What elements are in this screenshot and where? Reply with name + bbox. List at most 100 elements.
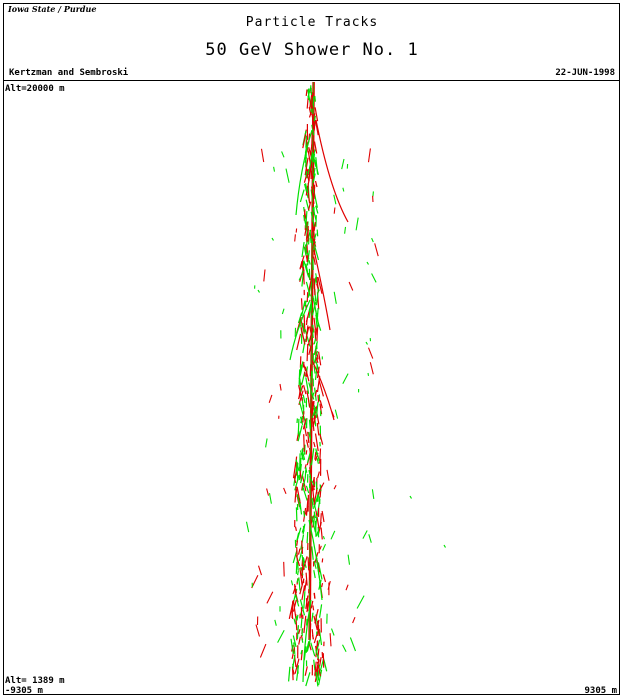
particle-track xyxy=(316,375,321,393)
particle-track xyxy=(374,243,379,257)
particle-track xyxy=(298,629,301,635)
particle-track xyxy=(257,289,261,293)
particle-track xyxy=(308,260,311,265)
particle-track xyxy=(314,661,317,676)
particle-track xyxy=(294,234,296,242)
particle-track xyxy=(344,226,347,234)
particle-track xyxy=(298,577,301,591)
particle-track xyxy=(312,324,315,333)
particle-track xyxy=(301,371,306,385)
particle-track xyxy=(312,238,316,249)
particle-track xyxy=(362,530,368,539)
particle-track xyxy=(303,425,307,437)
particle-track xyxy=(302,418,307,430)
particle-track xyxy=(316,641,319,646)
particle-track xyxy=(315,401,319,418)
particle-track xyxy=(367,372,370,376)
particle-track xyxy=(311,235,317,247)
particle-track xyxy=(306,98,309,109)
particle-track xyxy=(301,638,304,643)
particle-track xyxy=(327,580,331,590)
institution-label: Iowa State / Purdue xyxy=(8,4,97,14)
particle-track xyxy=(318,628,323,646)
particle-track xyxy=(349,637,357,652)
particle-track xyxy=(306,185,311,204)
particle-track xyxy=(299,578,305,595)
particle-track xyxy=(341,158,345,170)
particle-track xyxy=(319,433,324,445)
particle-track xyxy=(271,237,275,241)
particle-track xyxy=(303,247,307,256)
particle-track xyxy=(308,569,311,581)
particle-track xyxy=(313,244,320,261)
particle-track xyxy=(297,570,299,576)
particle-track xyxy=(303,385,307,395)
particle-track xyxy=(409,495,413,499)
particle-track xyxy=(313,141,318,154)
particle-track xyxy=(294,593,300,607)
particle-track xyxy=(305,485,310,494)
particle-track xyxy=(306,292,309,303)
particle-track xyxy=(308,147,312,158)
particle-track xyxy=(305,641,310,653)
particle-track xyxy=(317,625,320,637)
particle-track xyxy=(318,669,323,686)
particle-track xyxy=(303,371,306,377)
particle-track xyxy=(307,327,314,346)
particle-track xyxy=(348,281,354,291)
particle-track xyxy=(293,474,297,484)
particle-track xyxy=(263,269,266,282)
particle-track xyxy=(310,642,316,657)
particle-track xyxy=(310,143,313,154)
particle-track xyxy=(305,325,309,343)
particle-track xyxy=(313,592,316,599)
particle-track xyxy=(320,527,323,540)
particle-track xyxy=(296,527,302,543)
particle-track xyxy=(313,513,315,525)
particle-track xyxy=(300,470,305,484)
particle-track xyxy=(310,448,315,466)
particle-track xyxy=(316,661,321,677)
particle-track xyxy=(304,183,309,194)
particle-track xyxy=(313,350,319,366)
particle-track xyxy=(309,623,312,638)
particle-track xyxy=(292,549,298,564)
particle-track xyxy=(315,273,318,278)
particle-track xyxy=(312,605,315,611)
particle-track xyxy=(342,373,349,384)
particle-track xyxy=(310,189,314,203)
particle-track xyxy=(303,210,307,220)
particle-track xyxy=(317,276,323,294)
particle-track xyxy=(312,392,315,397)
particle-track xyxy=(322,543,327,551)
particle-track xyxy=(316,354,319,360)
curved-track xyxy=(313,249,331,331)
particle-track xyxy=(298,401,304,416)
particle-track xyxy=(316,531,319,537)
particle-track xyxy=(321,510,325,523)
particle-track xyxy=(302,411,305,423)
particle-track xyxy=(316,458,319,464)
particle-track xyxy=(307,431,310,443)
particle-track xyxy=(299,261,303,270)
particle-track xyxy=(302,323,305,333)
curved-track xyxy=(308,519,323,601)
particle-track xyxy=(296,540,299,546)
particle-track xyxy=(347,554,351,565)
particle-track xyxy=(305,450,308,455)
particle-track xyxy=(305,467,308,473)
particle-track xyxy=(279,383,282,391)
particle-track xyxy=(313,405,317,412)
particle-track xyxy=(305,281,311,297)
particle-track xyxy=(309,326,313,336)
particle-track xyxy=(302,394,306,404)
particle-track xyxy=(308,476,315,487)
particle-track xyxy=(297,425,303,442)
particle-track xyxy=(257,565,263,576)
particle-track xyxy=(304,221,308,236)
particle-track xyxy=(299,599,306,616)
particle-track xyxy=(342,187,345,192)
particle-track xyxy=(300,298,303,310)
particle-track xyxy=(371,237,374,243)
particle-track xyxy=(294,526,297,532)
